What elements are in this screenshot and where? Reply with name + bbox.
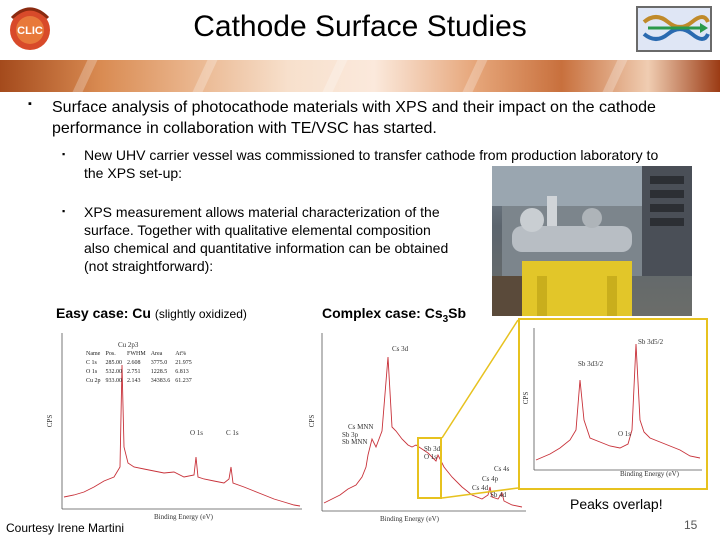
clic-logo: CLIC [10, 7, 50, 50]
peak-label: Cs 4p [482, 475, 499, 483]
svg-text:CLIC: CLIC [17, 25, 43, 37]
easy-case-title: Easy case: Cu [56, 305, 151, 321]
cs3sb-xps-spectrum: Binding Energy (eV) CPS Cs 3d Cs MNN Sb … [308, 327, 530, 525]
slide-header: CLIC Cathode Surface Studies [0, 0, 720, 60]
peaks-overlap-annotation: Peaks overlap! [570, 496, 663, 512]
bullet-marker: ▪ [28, 98, 32, 110]
peak-label: Sb 3d5/2 [638, 338, 664, 346]
page-number: 15 [684, 518, 698, 532]
peak-label: O 1s [190, 429, 204, 437]
x-axis-label: Binding Energy (eV) [620, 470, 679, 478]
peak-label: Cs 4d [472, 484, 489, 492]
uhv-setup-photo [492, 166, 692, 316]
complex-case-suffix: Sb [448, 305, 467, 321]
x-axis-label: Binding Energy (eV) [154, 513, 213, 521]
peak-label: Cs 3d [392, 345, 409, 353]
sub-bullet-text: XPS measurement allows material characte… [84, 204, 449, 274]
decorative-band [0, 60, 720, 92]
main-bullet-text: Surface analysis of photocathode materia… [52, 99, 656, 137]
y-axis-label: CPS [46, 414, 55, 428]
peak-label: Sb 3d [424, 445, 441, 453]
peak-label: O 1s [618, 430, 632, 438]
x-axis-label: Binding Energy (eV) [380, 515, 439, 523]
cu-xps-spectrum: Binding Energy (eV) CPS Cu 2p3 O 1s C 1s… [44, 327, 306, 525]
peak-label: Sb 3d3/2 [578, 360, 604, 368]
easy-case-note: (slightly oxidized) [154, 307, 247, 321]
complex-case-title: Complex case: Cs [322, 305, 443, 321]
peak-label: Sb MNN [342, 438, 368, 446]
peak-label: Cs MNN [348, 423, 374, 431]
bullet-marker: ▪ [62, 206, 66, 216]
easy-case-label: Easy case: Cu (slightly oxidized) [56, 305, 247, 321]
courtesy-credit: Courtesy Irene Martini [6, 521, 125, 535]
zoom-connector-line [441, 319, 519, 499]
sub-bullet-text: New UHV carrier vessel was commissioned … [84, 147, 659, 181]
bullet-marker: ▪ [62, 149, 66, 159]
page-title: Cathode Surface Studies [193, 10, 527, 43]
peak-label: O 1s [424, 453, 438, 461]
peak-label: C 1s [226, 429, 239, 437]
y-axis-label: CPS [522, 391, 531, 405]
peak-label: Cs 4s [494, 465, 510, 473]
peak-label: Sb 4d [490, 491, 507, 499]
zoom-inset: Binding Energy (eV) CPS Sb 3d5/2 Sb 3d3/… [518, 318, 708, 490]
peak-label: Cu 2p3 [118, 341, 139, 349]
y-axis-label: CPS [308, 414, 317, 428]
overlap-highlight-box [417, 437, 442, 499]
complex-case-label: Complex case: Cs3Sb [322, 305, 466, 325]
complex-case-subscript: 3 [442, 313, 449, 325]
ctf-badge [636, 6, 712, 52]
quantification-table: Name Pos. FWHM Area At% C 1s 285.00 2.608 3775.… [86, 351, 192, 384]
peak-label: Sb 3p [342, 431, 359, 439]
